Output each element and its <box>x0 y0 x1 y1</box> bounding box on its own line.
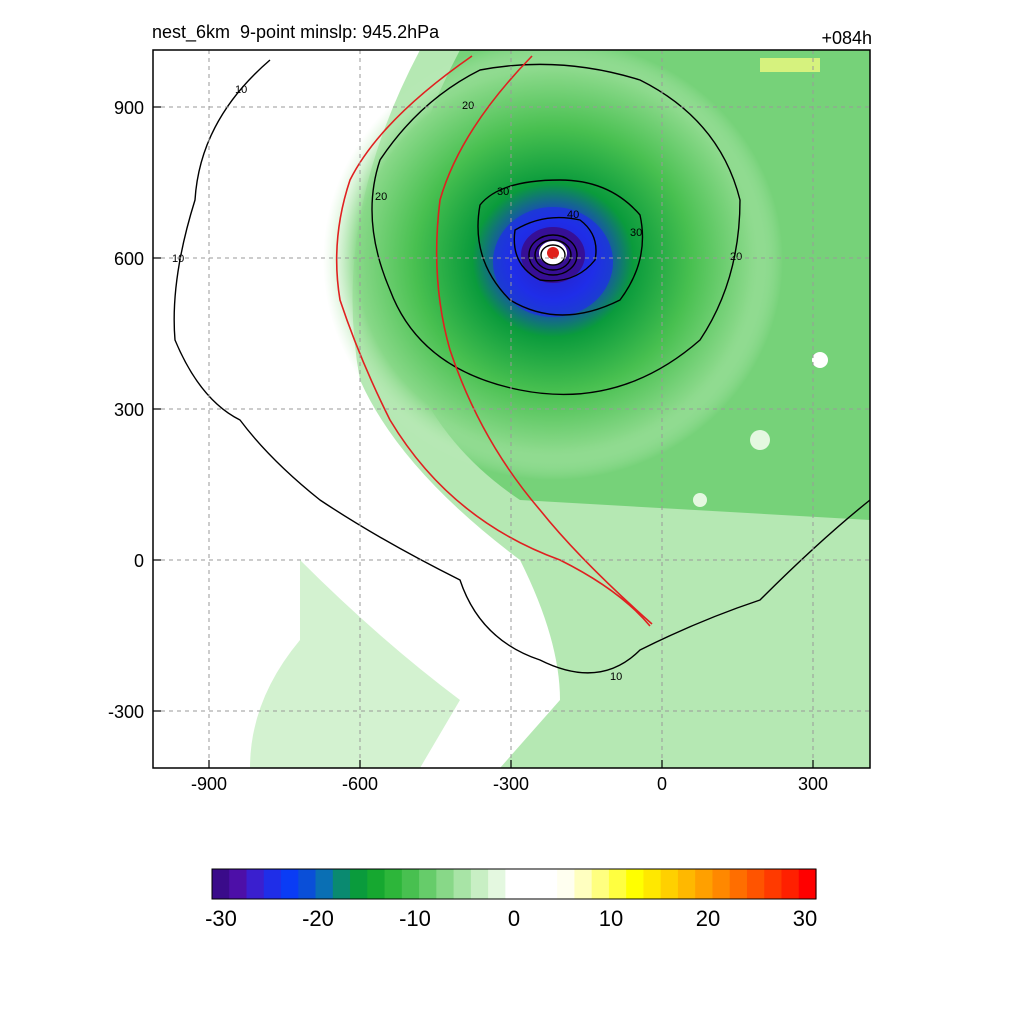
contour-label-40: 40 <box>567 209 579 221</box>
colorbar-cell <box>574 869 593 899</box>
colorbar-cell <box>746 869 765 899</box>
colorbar-cell <box>505 869 524 899</box>
colorbar-label: -20 <box>302 906 334 931</box>
contour-label-30-b: 30 <box>630 227 642 239</box>
colorbar-label: 30 <box>793 906 817 931</box>
contour-label-20-b: 20 <box>375 191 387 203</box>
colorbar-cell <box>539 869 558 899</box>
x-tick-label: 300 <box>798 774 828 794</box>
colorbar-cell <box>764 869 783 899</box>
contour-label-20-a: 20 <box>462 100 474 112</box>
storm-center-marker <box>547 247 559 259</box>
colorbar-cell <box>367 869 386 899</box>
colorbar-cell <box>332 869 351 899</box>
colorbar-cell <box>281 869 299 899</box>
colorbar-cell <box>436 869 455 899</box>
colorbar-cell <box>608 869 627 899</box>
track-line-outer <box>335 55 651 627</box>
colorbar-cell <box>298 869 317 899</box>
colorbar-cell <box>315 869 334 899</box>
colorbar-cell <box>401 869 420 899</box>
colorbar-label: 0 <box>508 906 520 931</box>
colorbar-label: -10 <box>399 906 431 931</box>
colorbar <box>212 869 817 899</box>
colorbar-cell <box>781 869 800 899</box>
colorbar-cell <box>350 869 368 899</box>
colorbar-label: -30 <box>205 906 237 931</box>
colorbar-cell <box>384 869 403 899</box>
colorbar-cell <box>677 869 696 899</box>
colorbar-cell <box>557 869 575 899</box>
colorbar-cell <box>246 869 265 899</box>
colorbar-cell <box>591 869 610 899</box>
contour-label-30-a: 30 <box>497 186 509 198</box>
x-tick-label: -300 <box>493 774 529 794</box>
colorbar-cell <box>729 869 748 899</box>
colorbar-label: 20 <box>696 906 720 931</box>
colorbar-cell <box>488 869 506 899</box>
y-tick-label: 900 <box>114 98 144 118</box>
x-tick-label: -600 <box>342 774 378 794</box>
colorbar-frame <box>211 868 817 900</box>
plot-title: nest_6km 9-point minslp: 945.2hPa <box>152 22 440 42</box>
colorbar-cell <box>212 869 230 899</box>
forecast-hour-label: +084h <box>821 28 872 48</box>
x-tick-label: 0 <box>657 774 667 794</box>
colorbar-cell <box>798 869 817 899</box>
colorbar-cell <box>643 869 662 899</box>
x-tick-label: -900 <box>191 774 227 794</box>
colorbar-cell <box>712 869 731 899</box>
track-line-inner <box>435 55 653 625</box>
y-tick-label: -300 <box>108 702 144 722</box>
colorbar-cell <box>263 869 282 899</box>
colorbar-label: 10 <box>599 906 623 931</box>
contour-label-20-c: 20 <box>730 251 742 263</box>
colorbar-cell <box>229 869 248 899</box>
contour-label-10-a: 10 <box>235 84 247 96</box>
colorbar-cell <box>419 869 437 899</box>
colorbar-cell <box>626 869 645 899</box>
colorbar-cell <box>470 869 489 899</box>
contour-label-10-b: 10 <box>172 253 184 265</box>
colorbar-cell <box>660 869 679 899</box>
y-tick-label: 300 <box>114 400 144 420</box>
colorbar-cell <box>453 869 472 899</box>
colorbar-cell <box>695 869 714 899</box>
y-tick-label: 600 <box>114 249 144 269</box>
contour-label-10-c: 10 <box>610 671 622 683</box>
colorbar-cell <box>522 869 541 899</box>
y-tick-label: 0 <box>134 551 144 571</box>
